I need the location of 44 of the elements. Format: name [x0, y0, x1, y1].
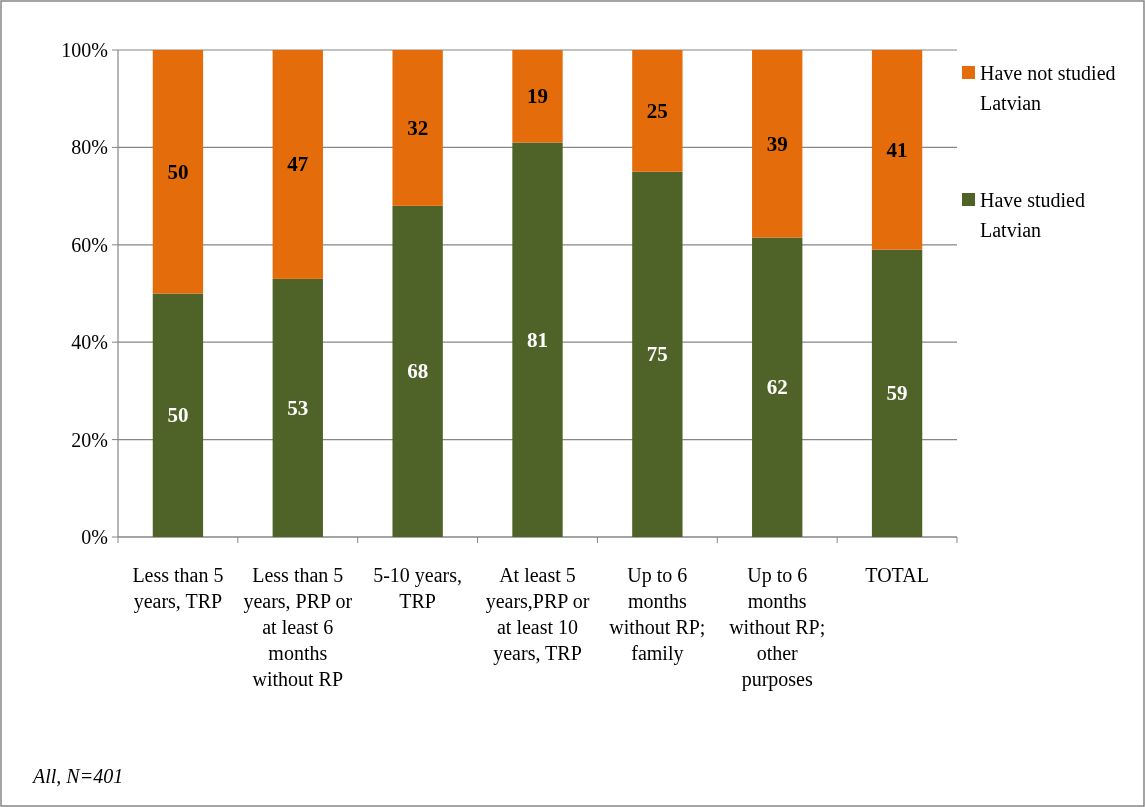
data-label: 32: [407, 115, 429, 140]
bar: [632, 171, 683, 537]
bar: [152, 293, 204, 537]
data-label: 53: [287, 395, 309, 420]
data-label: 75: [646, 342, 668, 367]
data-label: 47: [287, 152, 309, 177]
y-tick-label: 20%: [71, 428, 108, 451]
data-label: 19: [527, 84, 548, 109]
data-label: 59: [886, 381, 908, 406]
bar: [752, 50, 803, 238]
bar: [272, 50, 323, 279]
legend-label: Have studied Latvian: [980, 189, 1085, 241]
y-tick-label: 0%: [81, 526, 108, 548]
data-label: 50: [167, 159, 189, 184]
bar: [632, 50, 683, 172]
x-tick-label: TOTAL: [865, 564, 929, 586]
x-tick-label: Up to 6 months without RP; other purposes: [729, 564, 826, 691]
data-label: 41: [886, 137, 908, 162]
data-label: 81: [527, 327, 548, 352]
y-tick-label: 100%: [61, 39, 108, 61]
y-tick-label: 60%: [71, 233, 108, 256]
data-label: 50: [167, 403, 189, 428]
data-label: 68: [407, 359, 429, 384]
bar: [272, 278, 323, 537]
bar: [392, 205, 443, 537]
y-tick-label: 80%: [71, 136, 108, 159]
bar: [152, 50, 204, 294]
data-label: 62: [766, 375, 788, 400]
x-tick-label: At least 5 years,PRP or at least 10 years, TRP: [485, 564, 590, 665]
text: All, N=401: [31, 765, 124, 787]
legend-label: Have not studied Latvian: [980, 62, 1116, 114]
bar: [871, 249, 923, 537]
bar: [752, 237, 803, 537]
bar: [392, 50, 443, 206]
bar: [512, 50, 563, 143]
data-label: 25: [646, 98, 668, 123]
data-label: 39: [766, 131, 788, 156]
x-tick-label: 5-10 years, TRP: [373, 564, 463, 612]
x-tick-label: Less than 5 years, PRP or at least 6 months without RP: [243, 564, 353, 690]
y-tick-label: 40%: [71, 331, 108, 354]
x-tick-label: Less than 5 years, TRP: [132, 564, 224, 613]
x-tick-label: Up to 6 months without RP; family: [609, 564, 706, 665]
bar: [512, 142, 563, 537]
bar: [871, 50, 923, 250]
